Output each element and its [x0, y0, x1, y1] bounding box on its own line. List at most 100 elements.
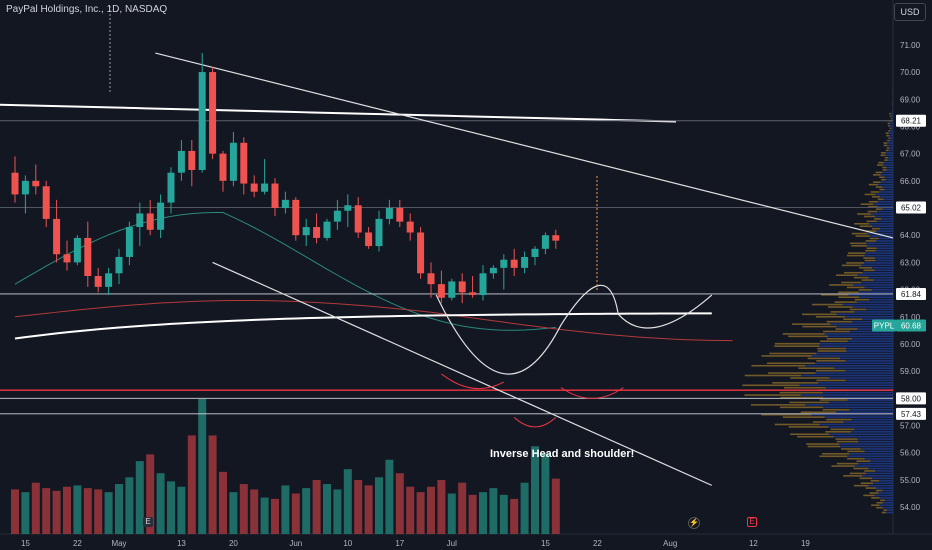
- volume-profile-bar: [843, 475, 863, 477]
- volume-profile-bar: [868, 484, 893, 487]
- volume-profile-bar: [828, 426, 893, 428]
- price-label-bg: [872, 319, 896, 332]
- volume-profile-bar: [888, 130, 891, 132]
- volume-profile-bar: [847, 450, 865, 453]
- volume-profile-bar: [880, 499, 885, 502]
- volume-profile-bar: [870, 479, 880, 482]
- volume-profile-bar: [875, 470, 893, 472]
- price-label-bg: [896, 201, 926, 214]
- price-label: 60.68: [901, 321, 922, 330]
- volume-profile-bar: [872, 477, 893, 480]
- volume-profile-bar: [822, 391, 893, 394]
- volume-profile-bar: [854, 298, 870, 301]
- candle-body: [271, 183, 279, 209]
- volume-profile-bar: [864, 259, 876, 262]
- volume-profile-bar: [859, 296, 893, 299]
- volume-bar: [250, 489, 259, 534]
- volume-profile-bar: [840, 445, 893, 448]
- volume-profile-bar: [816, 360, 846, 362]
- volume-profile-bar: [882, 506, 893, 509]
- volume-profile-bar: [800, 394, 893, 396]
- volume-profile-bar: [878, 161, 884, 164]
- volume-profile-bar: [774, 342, 820, 345]
- volume-profile-bar: [855, 235, 870, 237]
- pattern-curve: [435, 284, 713, 375]
- volume-profile-bar: [887, 159, 893, 161]
- currency-button[interactable]: USD: [894, 3, 926, 21]
- volume-bar: [83, 488, 92, 534]
- volume-profile-bar: [834, 301, 857, 303]
- volume-bar: [271, 498, 279, 534]
- volume-profile-bar: [860, 482, 873, 484]
- volume-profile-bar: [859, 225, 873, 228]
- volume-profile-bar: [834, 367, 893, 369]
- volume-profile-bar: [805, 364, 893, 367]
- candle-body: [313, 227, 321, 238]
- volume-profile-bar: [833, 435, 893, 438]
- volume-profile-bar: [797, 435, 834, 438]
- candle-body: [32, 180, 40, 187]
- y-tick-label: 63.00: [900, 258, 921, 267]
- volume-profile-bar: [887, 142, 893, 144]
- volume-bar: [146, 454, 155, 534]
- volume-profile-bar: [825, 386, 893, 389]
- volume-profile-bar: [847, 457, 865, 460]
- volume-profile-bar: [889, 147, 893, 149]
- volume-profile-bar: [857, 438, 893, 440]
- volume-profile-bar: [819, 455, 848, 458]
- volume-profile-bar: [881, 178, 886, 181]
- volume-profile-bar: [857, 274, 893, 276]
- upcoming-earnings-icon[interactable]: E: [747, 517, 757, 527]
- volume-bar: [416, 492, 425, 534]
- volume-profile-bar: [854, 428, 893, 431]
- volume-profile-bar: [888, 132, 893, 135]
- volume-profile-bar: [802, 313, 837, 316]
- volume-profile-bar: [816, 379, 846, 382]
- y-tick-label: 54.00: [900, 503, 921, 512]
- earnings-icon[interactable]: E: [143, 517, 153, 527]
- candle-body: [281, 199, 289, 209]
- volume-bar: [520, 482, 529, 534]
- volume-bar: [229, 492, 238, 534]
- volume-profile-bar: [878, 200, 893, 203]
- volume-bar: [333, 489, 342, 534]
- candle-body: [458, 281, 466, 293]
- volume-profile-bar: [886, 134, 889, 137]
- volume-profile-bar: [862, 475, 893, 477]
- volume-profile-bar: [865, 249, 876, 252]
- volume-profile-bar: [874, 257, 893, 259]
- volume-profile-bar: [880, 152, 886, 154]
- volume-profile-bar: [839, 443, 893, 445]
- volume-profile-bar: [742, 384, 800, 387]
- volume-profile-bar: [858, 462, 893, 465]
- price-label-bg: [896, 287, 926, 300]
- volume-profile-bar: [873, 181, 881, 183]
- volume-profile-bar: [744, 394, 801, 396]
- volume-profile-bar: [856, 460, 871, 462]
- price-label-bg: [896, 407, 926, 420]
- lightning-icon[interactable]: ⚡: [688, 517, 700, 529]
- volume-profile-bar: [874, 494, 893, 497]
- volume-profile-bar: [761, 413, 812, 416]
- volume-profile-bar: [828, 401, 893, 404]
- volume-profile-bar: [857, 213, 871, 215]
- volume-profile-bar: [858, 440, 893, 443]
- volume-profile-bar: [761, 355, 812, 357]
- volume-profile-bar: [864, 254, 893, 257]
- volume-profile-bar: [865, 487, 877, 489]
- volume-profile-bar: [853, 276, 869, 279]
- volume-bar: [375, 477, 383, 534]
- volume-profile-bar: [865, 240, 877, 242]
- volume-profile-bar: [817, 350, 847, 352]
- volume-profile-bar: [843, 421, 893, 423]
- volume-profile-bar: [886, 166, 893, 169]
- volume-profile-bar: [817, 347, 847, 350]
- volume-profile-bar: [866, 247, 877, 250]
- volume-profile-bar: [875, 259, 893, 262]
- x-tick-label: May: [111, 539, 126, 548]
- volume-profile-bar: [887, 139, 890, 142]
- volume-profile-bar: [863, 262, 893, 264]
- volume-profile-bar: [891, 127, 893, 130]
- volume-profile-bar: [868, 467, 893, 470]
